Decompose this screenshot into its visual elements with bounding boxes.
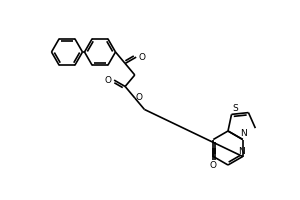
Text: O: O <box>104 76 111 85</box>
Text: O: O <box>210 161 217 170</box>
Text: S: S <box>232 104 238 113</box>
Text: O: O <box>138 53 145 62</box>
Text: O: O <box>136 93 143 102</box>
Text: N: N <box>240 130 247 138</box>
Text: N: N <box>238 146 245 156</box>
